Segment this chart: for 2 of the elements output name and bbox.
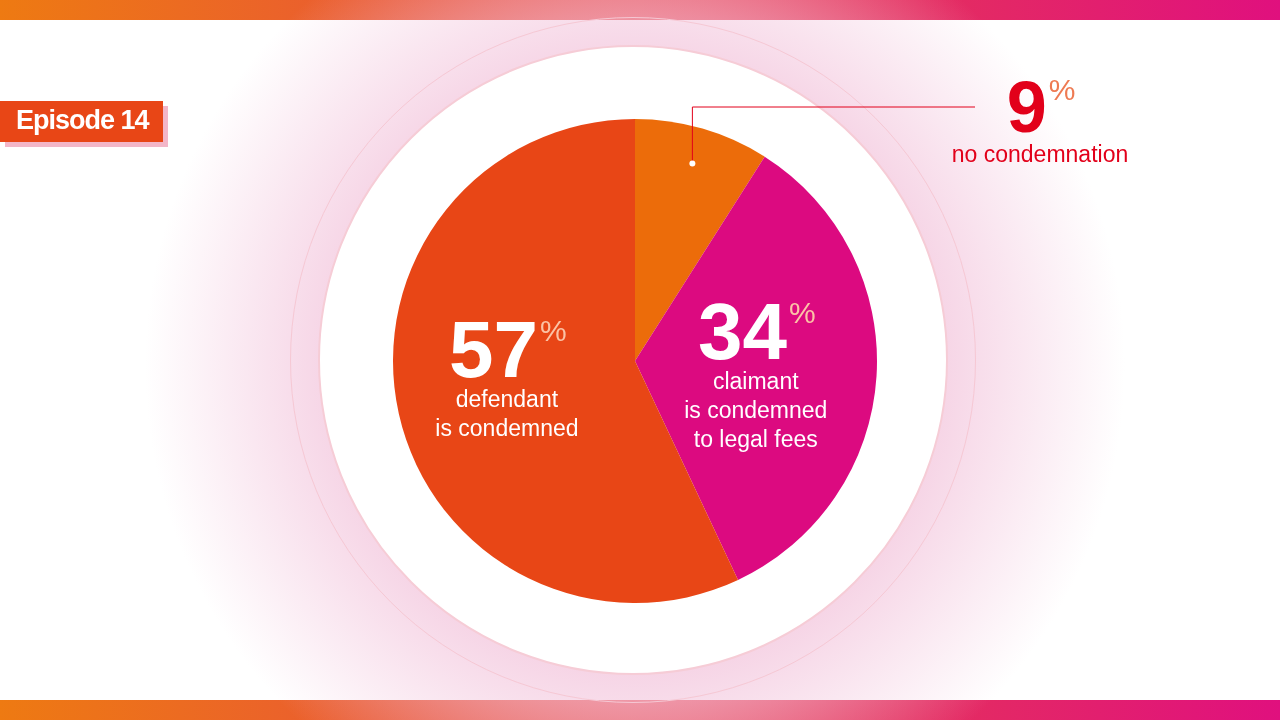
- text: Episode 14: [0, 101, 163, 142]
- slice-label: no condemnation: [951, 141, 1129, 167]
